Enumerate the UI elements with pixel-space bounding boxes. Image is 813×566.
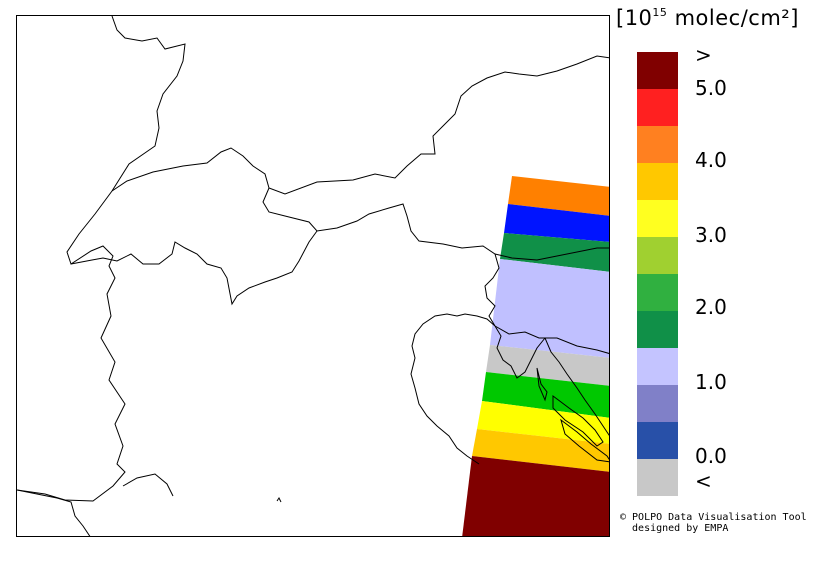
- colorbar-swatch: [637, 274, 678, 311]
- colorbar: [637, 52, 678, 496]
- legend-title-exponent: 15: [652, 6, 668, 19]
- colorbar-swatch: [637, 311, 678, 348]
- swiss-north-border: [111, 55, 609, 195]
- satellite-swath: [462, 176, 609, 536]
- swath-band: [508, 176, 609, 216]
- legend-title-open: [10: [616, 6, 653, 30]
- country-borders: [17, 16, 609, 536]
- colorbar-swatch: [637, 237, 678, 274]
- colorbar-tick-label: 3.0: [695, 223, 727, 247]
- swiss-italy-border: [70, 230, 318, 306]
- colorbar-tick-label: >: [695, 43, 712, 67]
- dalmatia-coast: [544, 337, 609, 436]
- italy-slovenia-border: [484, 253, 500, 327]
- credit-line-2: designed by EMPA: [620, 523, 729, 534]
- colorbar-swatch: [637, 126, 678, 163]
- legend-title: [1015 molec/cm²]: [616, 6, 799, 30]
- italy-san-marino: [276, 497, 282, 503]
- adriatic-islands-3: [560, 418, 609, 463]
- credit-text: © POLPO Data Visualisation Tool designed…: [620, 512, 807, 534]
- colorbar-swatch: [637, 422, 678, 459]
- austria-italy-border: [262, 187, 609, 261]
- adriatic-coast-north: [410, 313, 496, 465]
- swath-band: [462, 456, 609, 536]
- colorbar-swatch: [637, 200, 678, 237]
- swath-band: [490, 259, 609, 358]
- swath-band: [500, 233, 609, 272]
- colorbar-tick-label: 4.0: [695, 148, 727, 172]
- swath-band: [477, 401, 609, 444]
- colorbar-tick-label: 0.0: [695, 444, 727, 468]
- adriatic-islands-2: [552, 395, 604, 447]
- swath-band: [504, 204, 609, 242]
- swath-band: [482, 372, 609, 418]
- map-frame: [16, 15, 610, 537]
- italy-coast-south: [17, 489, 91, 536]
- swath-band: [472, 429, 609, 472]
- colorbar-swatch: [637, 89, 678, 126]
- colorbar-tick-label: 2.0: [695, 295, 727, 319]
- colorbar-swatch: [637, 348, 678, 385]
- swath-band: [486, 345, 609, 386]
- apennine-detail: [122, 473, 174, 497]
- colorbar-tick-label: 1.0: [695, 370, 727, 394]
- colorbar-tick-label: <: [695, 469, 712, 493]
- legend-title-rest: molec/cm²]: [667, 6, 799, 30]
- colorbar-swatch: [637, 52, 678, 89]
- map-canvas: [17, 16, 609, 536]
- colorbar-swatch: [637, 459, 678, 496]
- slovenia-croatia-border: [494, 325, 609, 354]
- france-switzerland-border: [17, 16, 186, 502]
- adriatic-islands-1: [536, 367, 548, 402]
- colorbar-swatch: [637, 385, 678, 422]
- credit-line-1: © POLPO Data Visualisation Tool: [620, 512, 807, 523]
- colorbar-tick-label: 5.0: [695, 76, 727, 100]
- istria-coast: [494, 325, 546, 379]
- colorbar-swatch: [637, 163, 678, 200]
